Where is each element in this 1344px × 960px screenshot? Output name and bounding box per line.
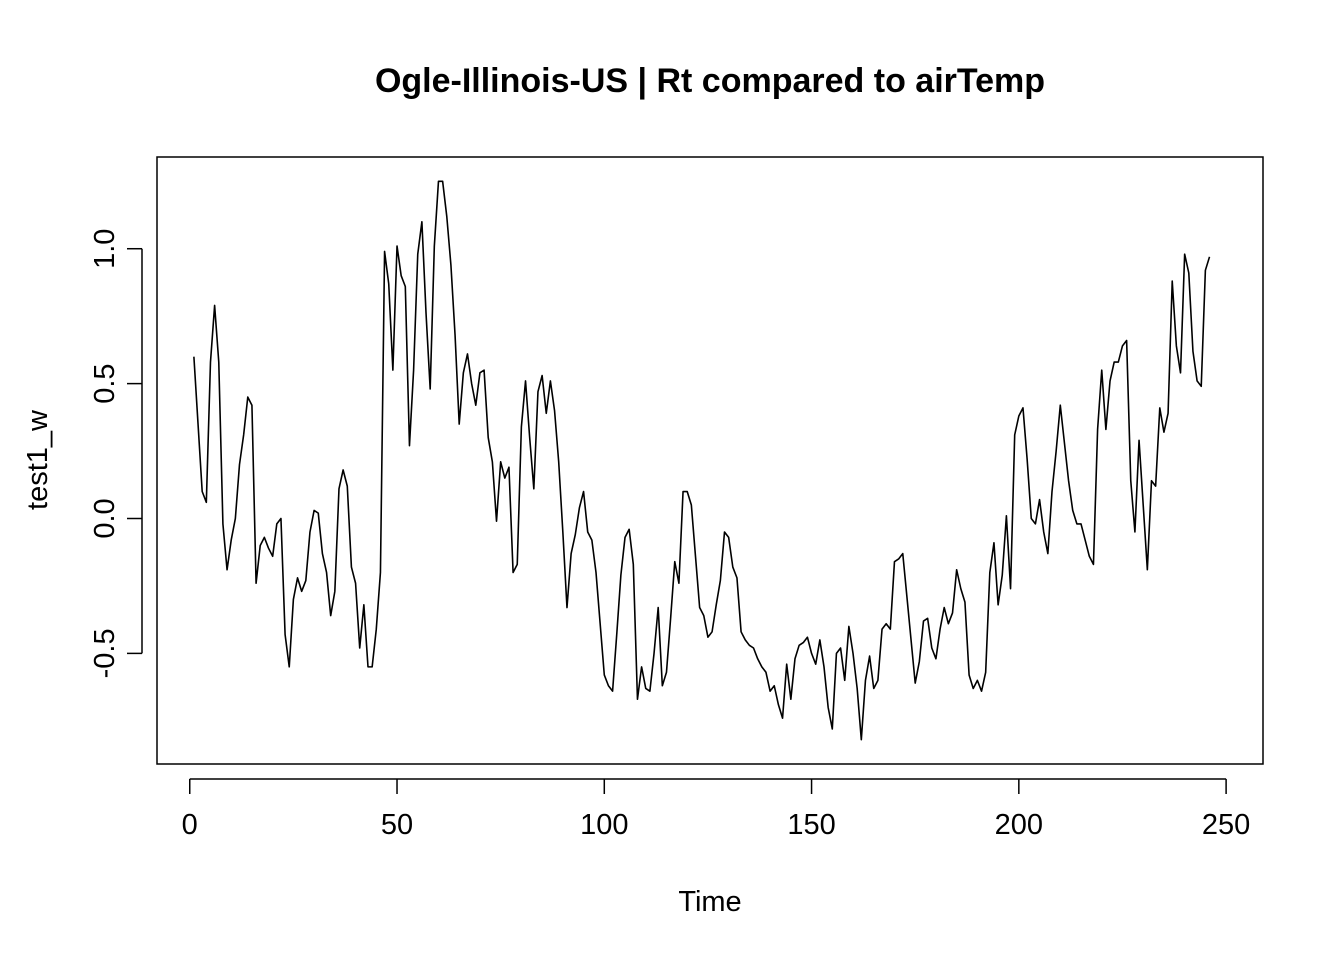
x-axis: 0 50 100 150 200 250 <box>182 778 1250 841</box>
plot-frame <box>156 156 1264 765</box>
chart-title: Ogle-Illinois-US | Rt compared to airTem… <box>375 62 1045 100</box>
series-line <box>193 180 1211 741</box>
y-axis-label: test1_w <box>22 409 54 510</box>
y-tick-label: 1.0 <box>89 229 121 269</box>
x-tick-label: 150 <box>787 809 835 841</box>
x-tick-label: 50 <box>381 809 413 841</box>
x-tick-label: 0 <box>182 809 198 841</box>
y-tick-label: 0.5 <box>89 363 121 403</box>
y-tick-label: -0.5 <box>89 628 121 678</box>
y-tick-label: 0.0 <box>89 498 121 538</box>
x-tick-label: 100 <box>580 809 628 841</box>
x-tick-label: 200 <box>995 809 1043 841</box>
x-axis-label: Time <box>678 886 741 918</box>
x-tick-label: 250 <box>1202 809 1250 841</box>
y-axis: -0.5 0.0 0.5 1.0 <box>89 229 143 678</box>
